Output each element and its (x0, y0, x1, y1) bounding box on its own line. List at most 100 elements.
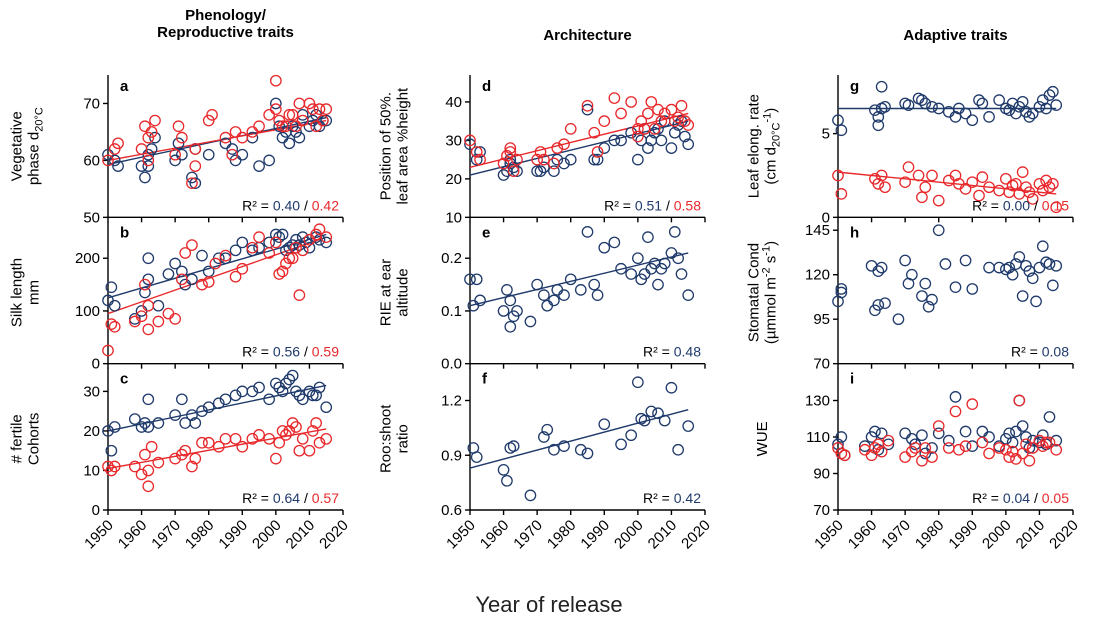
data-point-d-red-21 (615, 107, 627, 120)
data-point-h-blue-35 (1036, 240, 1049, 253)
x-tick-label-f-7: 2020 (678, 517, 714, 553)
data-point-a-red-32 (293, 97, 306, 110)
panel-b: 0 100 200 b Silk length mm R² = 0.56 / 0.59 (9, 221, 344, 373)
y-axis-label-a-line-0: Vegetative (9, 111, 26, 181)
data-point-g-red-1 (835, 188, 848, 200)
r2-value-h-0: 0.08 (1042, 344, 1069, 360)
data-point-i-blue-1 (835, 431, 848, 443)
r2-label-h: R² = 0.08 (1011, 344, 1069, 360)
data-point-c-red-13 (186, 460, 198, 473)
y-tick-label-b-1: 100 (75, 303, 100, 320)
data-point-a-red-25 (270, 103, 282, 116)
y-tick-label-h-2: 120 (805, 267, 830, 284)
data-point-c-blue-34 (310, 389, 322, 402)
x-tick-label-f-5: 2000 (611, 517, 647, 553)
r2-value-c-1: 0.57 (312, 490, 339, 506)
data-point-h-blue-10 (899, 254, 911, 267)
data-point-g-red-12 (932, 194, 945, 207)
data-point-h-blue-39 (1050, 259, 1063, 272)
data-point-h-blue-8 (879, 297, 891, 310)
data-point-e-blue-14 (548, 294, 560, 307)
data-point-c-red-20 (236, 440, 249, 453)
data-point-h-blue-33 (1030, 295, 1042, 308)
data-point-b-red-1 (105, 318, 118, 330)
r2-value-a-0: 0.40 (273, 197, 300, 213)
data-point-d-red-13 (551, 142, 564, 154)
data-point-c-blue-24 (273, 381, 286, 394)
r2-value-b-0: 0.56 (273, 344, 300, 360)
data-point-d-blue-23 (632, 153, 644, 166)
data-point-a-red-30 (286, 109, 299, 121)
data-point-d-red-6 (504, 142, 517, 154)
data-point-c-blue-22 (263, 393, 275, 406)
data-point-a-blue-24 (273, 120, 286, 133)
x-tick-label-f-2: 1970 (510, 517, 546, 553)
panel-letter-a: a (120, 78, 129, 95)
data-point-g-red-33 (1040, 174, 1052, 187)
data-point-e-blue-15 (551, 284, 564, 296)
data-point-a-red-35 (306, 103, 319, 116)
data-point-g-blue-31 (1023, 111, 1036, 123)
data-point-c-blue-21 (253, 381, 265, 394)
data-point-h-blue-29 (1016, 290, 1029, 302)
data-point-g-red-6 (899, 176, 911, 189)
data-point-d-blue-15 (564, 153, 577, 166)
y-tick-label-h-0: 70 (813, 356, 830, 373)
data-point-a-red-39 (320, 103, 333, 116)
data-point-a-blue-19 (236, 148, 249, 161)
data-point-c-blue-6 (142, 393, 155, 406)
data-point-a-blue-27 (283, 137, 296, 150)
data-point-g-red-7 (902, 161, 915, 173)
data-point-d-red-27 (642, 107, 654, 120)
data-point-i-blue-26 (1010, 425, 1022, 438)
data-point-e-blue-2 (470, 273, 483, 286)
x-tick-label-c-3: 1980 (182, 517, 218, 553)
data-point-c-red-18 (219, 432, 232, 445)
data-point-b-red-0 (102, 344, 114, 357)
data-point-h-blue-26 (1006, 268, 1019, 281)
y-axis-label-h-line-1: (µmmol m-2 s-1) (761, 241, 780, 344)
data-point-g-blue-13 (926, 100, 938, 113)
data-point-d-blue-20 (608, 134, 621, 147)
r2-label-f: R² = 0.42 (643, 490, 701, 506)
data-point-a-blue-15 (202, 148, 215, 161)
data-point-c-blue-5 (139, 417, 151, 429)
x-tick-label-c-6: 2010 (283, 517, 319, 553)
y-tick-label-e-1: 0.1 (441, 303, 462, 320)
data-point-h-blue-25 (1003, 261, 1016, 274)
data-point-g-blue-0 (832, 114, 844, 127)
data-point-g-blue-2 (869, 104, 881, 117)
data-point-c-red-25 (273, 436, 286, 449)
data-point-h-blue-31 (1023, 265, 1036, 277)
x-tick-label-f-1: 1960 (477, 517, 513, 553)
data-point-c-blue-32 (303, 385, 316, 398)
data-point-a-red-7 (145, 126, 158, 138)
data-point-h-blue-37 (1043, 258, 1056, 270)
data-point-i-blue-35 (1043, 411, 1056, 423)
y-axis-label-b-line-1: mm (26, 280, 43, 305)
data-point-e-blue-0 (464, 273, 476, 286)
data-point-h-blue-5 (872, 299, 885, 311)
data-point-c-blue-35 (313, 381, 326, 394)
data-point-c-red-28 (283, 425, 296, 437)
data-point-f-blue-19 (645, 405, 658, 418)
data-point-a-red-2 (112, 137, 124, 150)
data-point-g-blue-27 (1010, 107, 1022, 120)
y-axis-label-a-line-1: phase d20°C (26, 107, 46, 185)
data-point-d-blue-6 (504, 153, 517, 166)
x-tick-label-i-1: 1960 (845, 517, 881, 553)
data-point-d-red-17 (588, 126, 601, 139)
data-point-i-blue-14 (926, 442, 938, 454)
data-point-b-blue-7 (142, 252, 155, 265)
data-point-d-red-3 (497, 157, 510, 170)
column-title-2-line-0: Adaptive traits (903, 27, 1007, 44)
data-point-a-blue-9 (169, 154, 181, 167)
data-point-i-red-6 (872, 438, 885, 451)
y-tick-label-h-1: 95 (813, 311, 830, 328)
data-point-a-blue-16 (219, 137, 232, 150)
y-axis-label-g-line-0: Leaf elong. rate (746, 94, 763, 198)
x-tick-label-c-0: 1950 (81, 517, 117, 553)
data-point-c-blue-0 (102, 425, 114, 437)
y-axis-label-f-line-1: ratio (395, 424, 412, 453)
data-point-c-blue-18 (229, 389, 242, 402)
